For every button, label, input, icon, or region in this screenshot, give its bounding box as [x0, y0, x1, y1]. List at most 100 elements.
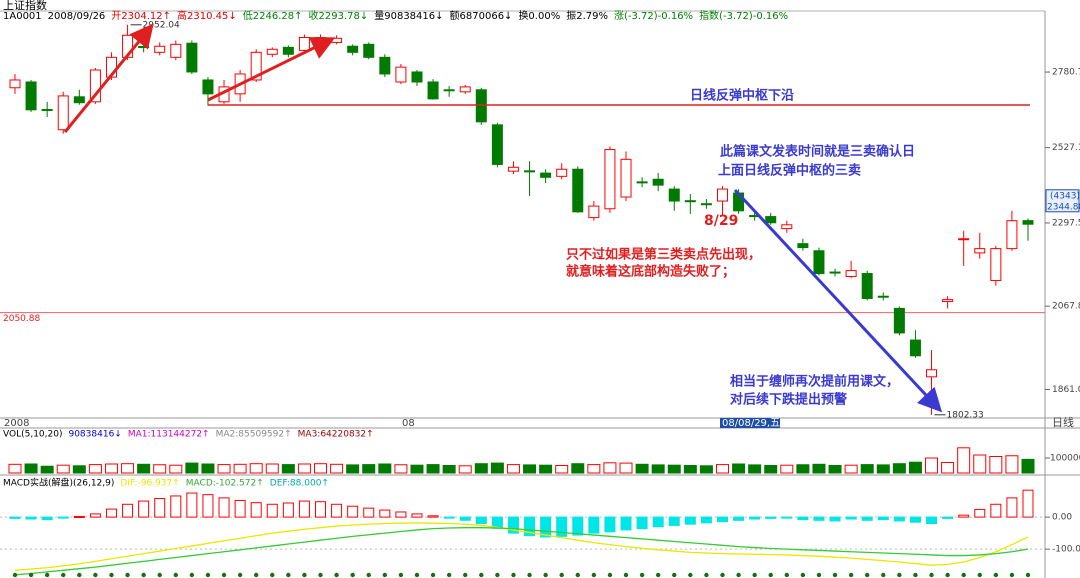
panel-title: VOL(5,10,20): [3, 430, 62, 440]
macd-bar: [347, 505, 359, 518]
marker-dot: [543, 572, 548, 578]
candle-body: [524, 170, 536, 173]
candle-body: [926, 369, 938, 378]
macd-bar: [604, 516, 616, 533]
period-label: 日线: [1052, 415, 1074, 429]
macd-bar: [138, 500, 150, 518]
volume-bar: [378, 463, 392, 474]
volume-bar: [941, 462, 955, 474]
candle-body: [427, 81, 439, 100]
header-item: 低2246.28↑: [243, 9, 303, 22]
arrow: [207, 37, 336, 102]
volume-bar: [72, 465, 86, 474]
marker-dot: [945, 572, 950, 578]
volume-bar: [555, 465, 569, 474]
candle-body: [845, 270, 857, 277]
y-tick-label: 2067.8: [1052, 302, 1080, 312]
candle-body: [829, 271, 841, 274]
candle-body: [604, 149, 616, 210]
header-item: 换0.00%: [518, 9, 560, 22]
macd-bar: [1022, 489, 1034, 518]
volume-bar: [748, 464, 762, 474]
candle-body: [154, 45, 166, 53]
candle-body: [266, 48, 278, 55]
macd-bar: [893, 516, 905, 522]
marker-dot: [318, 572, 323, 578]
candle-body: [877, 295, 889, 298]
macd-bar: [427, 515, 439, 518]
volume-bar: [539, 464, 553, 474]
marker-dot: [382, 572, 388, 578]
arrow: [63, 23, 154, 133]
macd-bar: [942, 516, 954, 519]
candle-body: [459, 86, 471, 93]
candle-body: [974, 248, 986, 254]
y-tick-label: 2780.7: [1052, 68, 1080, 78]
y-tick-label: -100.0: [1052, 545, 1080, 555]
candle-body: [475, 89, 487, 123]
marker-dot: [639, 572, 645, 578]
volume-bar: [973, 454, 987, 474]
header-item: 高2310.45↓: [177, 9, 237, 22]
x-axis-label: 2008: [4, 418, 29, 429]
volume-bar: [844, 464, 858, 474]
marker-dot: [77, 572, 82, 578]
marker-dot: [832, 572, 838, 578]
volume-bar: [876, 464, 890, 474]
candle-body: [379, 56, 391, 75]
marker-dot: [591, 572, 597, 578]
macd-bar: [41, 516, 53, 521]
candle-body: [700, 203, 712, 206]
header-item: 1A0001: [3, 11, 42, 22]
volume-bar: [732, 463, 746, 474]
arrow: [733, 188, 943, 413]
marker-dot: [704, 572, 709, 578]
macd-bar: [105, 508, 117, 518]
macd-bar: [282, 502, 294, 518]
header-item: 涨(-3.72)-0.16%: [614, 10, 693, 22]
volume-bar: [40, 465, 54, 474]
header-item: 额6870066↓: [450, 9, 513, 22]
marker-dot: [655, 572, 661, 578]
volume-bar: [667, 464, 681, 474]
marker-dot: [752, 572, 757, 578]
marker-dot: [430, 572, 436, 578]
volume-bar: [587, 464, 601, 474]
candle-body: [41, 109, 53, 112]
macd-bar: [202, 494, 214, 518]
volume-bar: [314, 463, 328, 474]
volume-bar: [506, 464, 520, 474]
marker-dot: [446, 572, 452, 578]
volume-bar: [523, 464, 537, 474]
y-tick-label: 1861.0: [1052, 385, 1080, 395]
macd-bar: [813, 516, 825, 521]
marker-dot: [720, 572, 725, 578]
chart-title: 上证指数: [3, 0, 47, 12]
candle-body: [893, 307, 905, 334]
volume-bar: [892, 463, 906, 474]
cursor-tag: [1045, 189, 1080, 213]
marker-dot: [865, 572, 870, 578]
high-label: 2952.04: [143, 20, 180, 30]
macd-line: [14, 522, 1029, 571]
macd-bar: [57, 516, 69, 519]
macd-line: [14, 527, 1029, 576]
volume-bar: [104, 463, 118, 474]
macd-bar: [250, 502, 262, 518]
macd-bar: [73, 515, 85, 518]
macd-bar: [122, 503, 134, 518]
candle-body: [395, 66, 407, 83]
candle-body: [170, 43, 182, 58]
candle-body: [588, 205, 600, 219]
marker-dot: [897, 572, 902, 578]
volume-bar: [330, 463, 344, 474]
candle-body: [540, 172, 552, 178]
candle-body: [89, 69, 101, 103]
macd-bar: [572, 516, 584, 536]
volume-bar: [265, 463, 279, 474]
legend-item: DEF:88.000↑: [270, 479, 329, 489]
volume-bar: [297, 463, 311, 474]
annotation: 就意味着这底部构造失败了；: [566, 264, 735, 280]
marker-dot: [672, 572, 677, 578]
